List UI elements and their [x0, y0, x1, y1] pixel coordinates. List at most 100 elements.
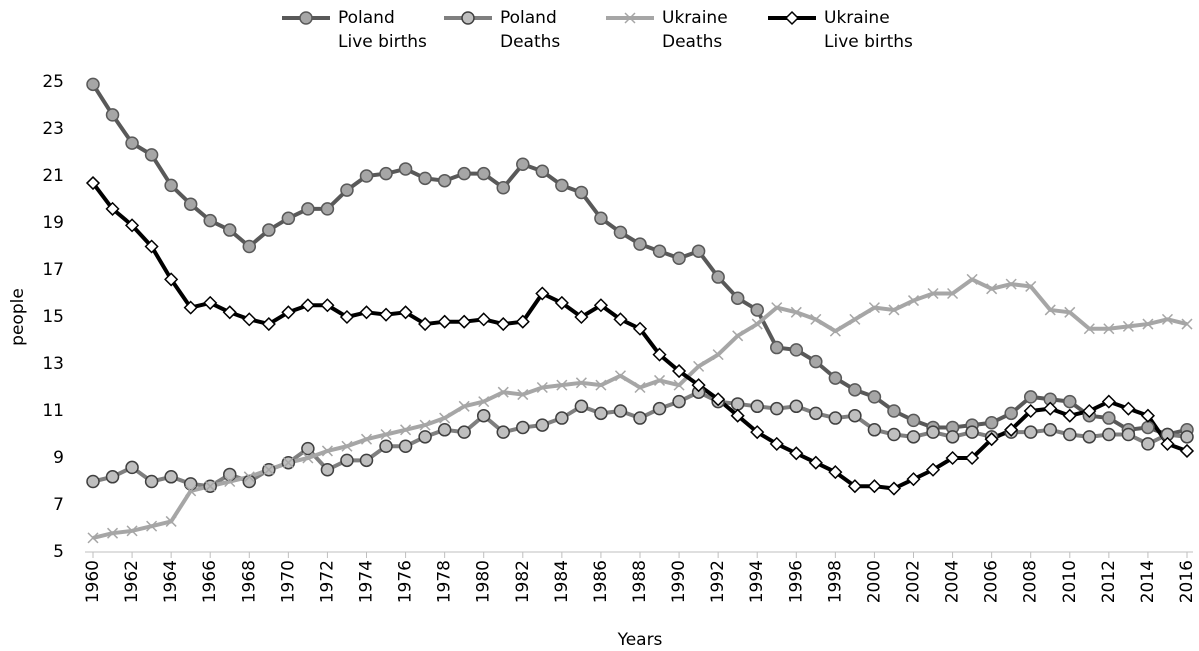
point: [515, 314, 530, 329]
point: [340, 183, 354, 197]
point: [770, 340, 784, 355]
legend-swatch: [768, 10, 816, 26]
point: [965, 450, 980, 466]
point: [672, 363, 687, 379]
legend-label: Poland Deaths: [500, 8, 561, 52]
point: [1141, 420, 1155, 435]
point: [554, 295, 569, 310]
point: [204, 480, 216, 492]
point: [907, 295, 920, 307]
legend-swatch: [282, 11, 330, 25]
point: [85, 175, 101, 191]
point: [555, 178, 569, 193]
point: [496, 425, 510, 439]
point: [341, 440, 353, 452]
point: [965, 425, 979, 439]
x-tick-label: 2012: [1099, 560, 1119, 603]
point: [242, 239, 257, 254]
point: [906, 430, 921, 444]
point: [691, 244, 706, 258]
point: [398, 305, 413, 320]
x-tick-label: 2000: [864, 560, 884, 603]
point: [223, 467, 237, 482]
point: [476, 312, 491, 327]
point: [652, 244, 667, 258]
point: [771, 302, 783, 314]
point: [183, 197, 198, 211]
point: [906, 472, 921, 487]
point: [966, 273, 978, 285]
point: [183, 300, 198, 315]
point: [730, 291, 745, 305]
point: [398, 162, 413, 176]
point: [87, 532, 99, 544]
x-tick-label: 2004: [943, 560, 963, 603]
point: [574, 399, 589, 414]
point: [888, 304, 900, 316]
point: [809, 406, 823, 421]
point: [614, 370, 626, 382]
point: [672, 251, 686, 265]
y-tick-label: 9: [53, 448, 64, 468]
y-tick-label: 13: [42, 354, 64, 374]
point: [476, 166, 491, 181]
point: [867, 423, 882, 437]
point: [1025, 280, 1037, 292]
point: [829, 325, 841, 337]
point: [418, 171, 432, 186]
x-tick-label: 1960: [83, 560, 103, 603]
point: [654, 374, 666, 386]
point: [359, 453, 374, 468]
point: [359, 305, 374, 320]
y-tick-label: 11: [42, 401, 64, 421]
point: [711, 392, 726, 407]
x-tick-label: 2014: [1138, 560, 1158, 603]
point: [379, 439, 393, 453]
legend-entry: Poland Deaths: [442, 6, 592, 54]
legend-swatch: [606, 12, 654, 24]
point: [164, 178, 178, 193]
x-tick-label: 2006: [982, 560, 1002, 603]
point: [652, 347, 667, 362]
point: [867, 390, 882, 404]
point: [439, 412, 451, 424]
point: [613, 404, 628, 418]
point: [673, 379, 685, 391]
point: [1043, 423, 1057, 437]
y-tick-label: 17: [42, 260, 64, 280]
point: [281, 305, 296, 320]
point: [164, 272, 179, 287]
point: [282, 457, 294, 469]
point: [574, 185, 589, 200]
x-tick-label: 2010: [1060, 560, 1080, 603]
point: [398, 439, 413, 453]
point: [418, 430, 432, 444]
point: [1063, 394, 1077, 409]
point: [1181, 318, 1193, 330]
point: [556, 379, 568, 391]
point: [632, 321, 648, 336]
point: [770, 401, 784, 416]
point: [926, 425, 940, 439]
point: [1102, 411, 1116, 425]
y-tick-label: 25: [42, 72, 64, 92]
point: [595, 379, 607, 391]
point: [1063, 427, 1077, 442]
point: [1101, 394, 1116, 409]
point: [340, 453, 354, 468]
point: [437, 173, 452, 188]
point: [750, 425, 765, 440]
point: [634, 381, 646, 394]
point: [517, 389, 529, 401]
point: [125, 218, 140, 233]
point: [984, 432, 999, 447]
point: [945, 430, 960, 444]
point: [1004, 406, 1018, 421]
x-tick-label: 2002: [904, 560, 924, 603]
point: [183, 477, 198, 491]
x-tick-label: 2008: [1021, 560, 1041, 603]
point: [1005, 278, 1017, 290]
point: [886, 481, 902, 496]
